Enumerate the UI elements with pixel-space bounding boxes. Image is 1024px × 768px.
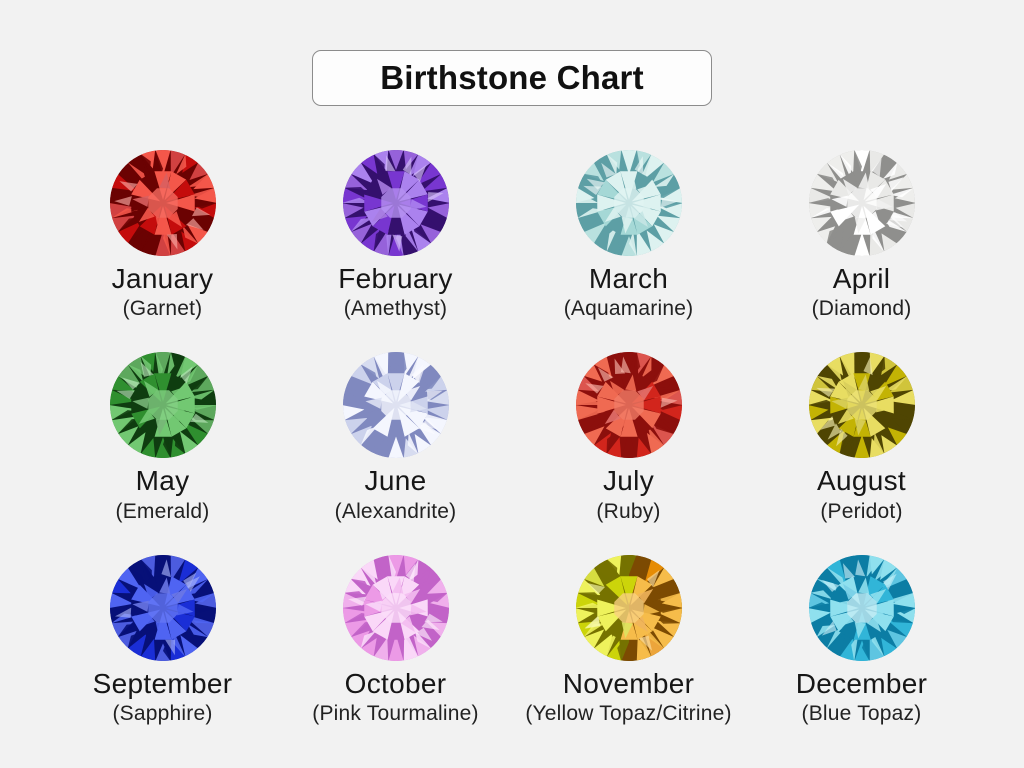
gem-icon-november bbox=[575, 554, 682, 661]
gem-icon-october bbox=[342, 554, 449, 661]
month-label: February bbox=[338, 263, 453, 294]
stone-cell: August (Peridot) bbox=[745, 352, 978, 523]
stone-cell: February (Amethyst) bbox=[279, 150, 512, 321]
stone-label: (Blue Topaz) bbox=[801, 701, 922, 725]
stone-cell: December (Blue Topaz) bbox=[745, 554, 978, 726]
stone-cell: January (Garnet) bbox=[46, 150, 279, 321]
gem-icon-june bbox=[342, 352, 449, 459]
stone-label: (Sapphire) bbox=[112, 701, 213, 725]
stone-label: (Ruby) bbox=[596, 499, 661, 523]
month-label: December bbox=[795, 667, 928, 699]
stone-cell: March (Aquamarine) bbox=[512, 150, 745, 321]
stone-cell: May (Emerald) bbox=[46, 352, 279, 523]
stone-label: (Pink Tourmaline) bbox=[312, 701, 479, 725]
stone-cell: June (Alexandrite) bbox=[279, 352, 512, 523]
stone-label: (Diamond) bbox=[811, 297, 912, 321]
gem-icon-december bbox=[808, 554, 915, 661]
month-label: October bbox=[344, 667, 447, 699]
gem-icon-january bbox=[109, 150, 216, 256]
stone-label: (Amethyst) bbox=[343, 297, 448, 321]
month-label: August bbox=[817, 465, 906, 497]
month-label: January bbox=[111, 263, 214, 294]
month-label: March bbox=[588, 263, 669, 294]
stone-cell: November (Yellow Topaz/Citrine) bbox=[512, 554, 745, 726]
gem-icon-july bbox=[575, 352, 682, 459]
month-label: September bbox=[92, 667, 233, 699]
stone-label: (Yellow Topaz/Citrine) bbox=[525, 701, 732, 725]
month-label: November bbox=[562, 667, 695, 699]
month-label: April bbox=[832, 263, 891, 294]
stone-label: (Emerald) bbox=[115, 499, 210, 523]
gem-icon-may bbox=[109, 352, 216, 459]
gem-icon-august bbox=[808, 352, 915, 459]
stone-cell: October (Pink Tourmaline) bbox=[279, 554, 512, 726]
month-label: July bbox=[603, 465, 654, 497]
birthstone-grid: January (Garnet) February (Amethyst) Mar… bbox=[0, 150, 1024, 726]
gem-icon-march bbox=[575, 150, 682, 256]
stone-label: (Garnet) bbox=[122, 297, 203, 321]
month-label: June bbox=[364, 465, 427, 497]
month-label: May bbox=[135, 465, 190, 497]
stone-cell: April (Diamond) bbox=[745, 150, 978, 321]
stone-cell: September (Sapphire) bbox=[46, 554, 279, 726]
stone-label: (Alexandrite) bbox=[334, 499, 457, 523]
stone-label: (Peridot) bbox=[820, 499, 903, 523]
stone-label: (Aquamarine) bbox=[563, 297, 694, 321]
page-title: Birthstone Chart bbox=[380, 59, 644, 96]
gem-icon-april bbox=[808, 150, 915, 256]
gem-icon-september bbox=[109, 554, 216, 661]
stone-cell: July (Ruby) bbox=[512, 352, 745, 523]
title-box: Birthstone Chart bbox=[312, 50, 712, 106]
gem-icon-february bbox=[342, 150, 449, 256]
